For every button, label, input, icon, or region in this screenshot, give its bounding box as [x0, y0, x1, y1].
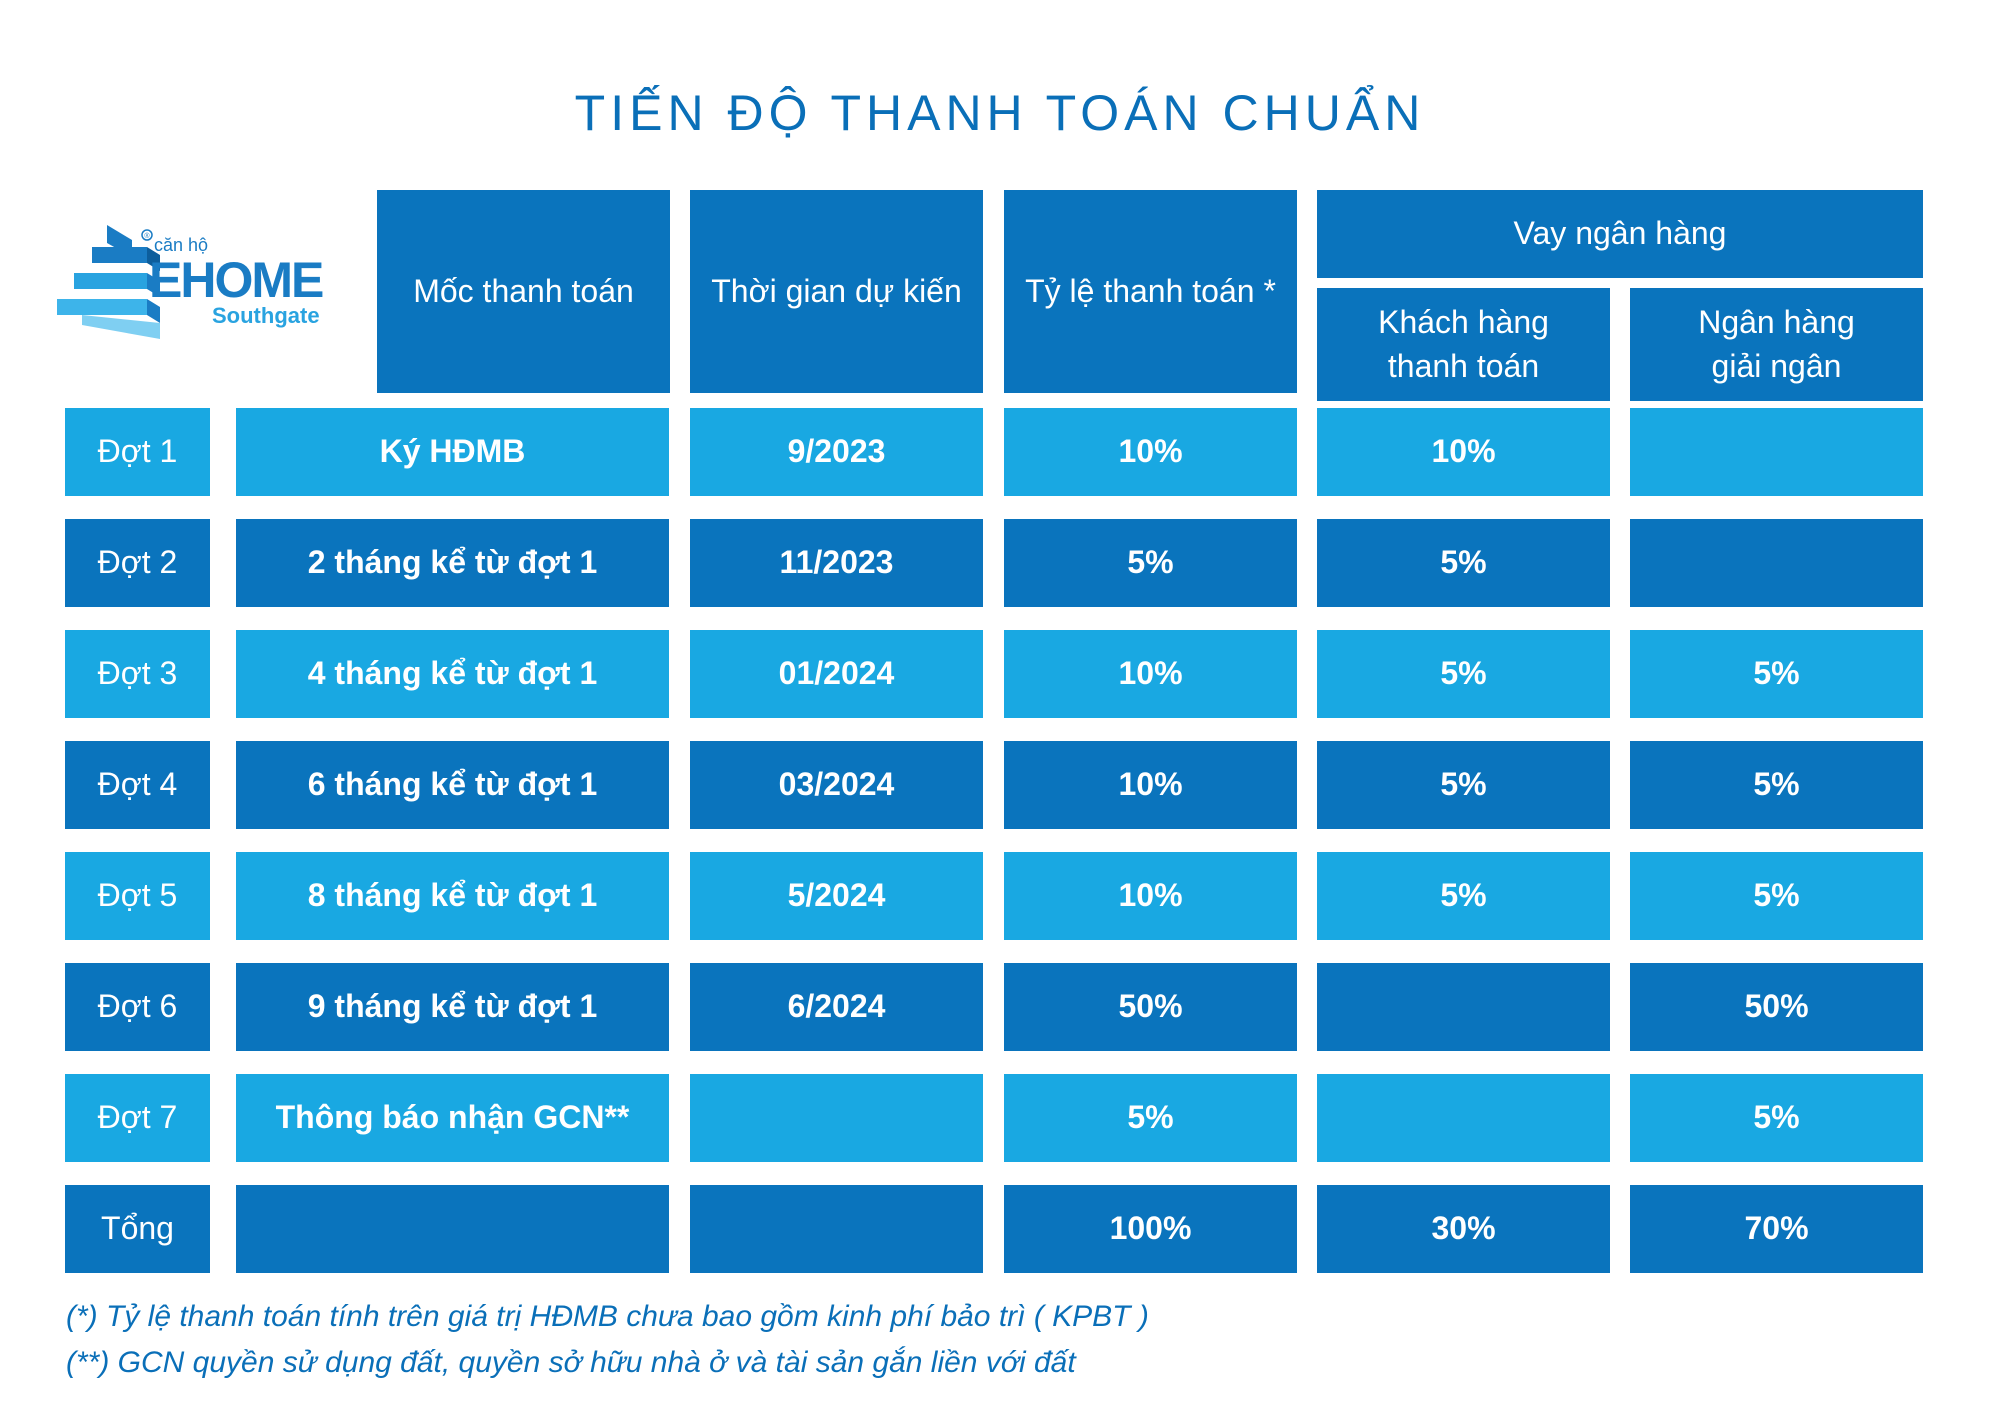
rate-cell: 10%	[1004, 630, 1297, 718]
milestone-cell: 2 tháng kể từ đợt 1	[236, 519, 669, 607]
time-cell: 9/2023	[690, 408, 983, 496]
time-cell: 03/2024	[690, 741, 983, 829]
header-bank-disburses: Ngân hàng giải ngân	[1630, 288, 1923, 401]
ehome-logo-icon: ® căn hộ EHOME Southgate	[57, 225, 325, 339]
ehome-logo: ® căn hộ EHOME Southgate	[52, 225, 362, 355]
customer-cell: 30%	[1317, 1185, 1610, 1273]
svg-text:EHOME: EHOME	[149, 252, 323, 308]
phase-cell: Đợt 5	[65, 852, 210, 940]
milestone-cell: Ký HĐMB	[236, 408, 669, 496]
header-expected-time: Thời gian dự kiến	[690, 190, 983, 393]
header-bank-loan: Vay ngân hàng	[1317, 190, 1923, 278]
rate-cell: 5%	[1004, 1074, 1297, 1162]
bank-cell: 5%	[1630, 852, 1923, 940]
rate-cell: 50%	[1004, 963, 1297, 1051]
milestone-cell	[236, 1185, 669, 1273]
header-customer-pays: Khách hàng thanh toán	[1317, 288, 1610, 401]
time-cell: 5/2024	[690, 852, 983, 940]
page-title: TIẾN ĐỘ THANH TOÁN CHUẨN	[574, 85, 1426, 141]
customer-cell: 5%	[1317, 741, 1610, 829]
phase-cell: Đợt 7	[65, 1074, 210, 1162]
milestone-cell: Thông báo nhận GCN**	[236, 1074, 669, 1162]
phase-cell: Đợt 3	[65, 630, 210, 718]
footnote-1: (*) Tỷ lệ thanh toán tính trên giá trị H…	[66, 1300, 1149, 1333]
rate-cell: 10%	[1004, 852, 1297, 940]
bank-cell	[1630, 408, 1923, 496]
header-milestone: Mốc thanh toán	[377, 190, 670, 393]
svg-text:căn hộ: căn hộ	[154, 235, 208, 255]
rate-cell: 100%	[1004, 1185, 1297, 1273]
time-cell: 01/2024	[690, 630, 983, 718]
time-cell	[690, 1074, 983, 1162]
footnote-2: (**) GCN quyền sử dụng đất, quyền sở hữu…	[66, 1346, 1076, 1379]
phase-cell: Tổng	[65, 1185, 210, 1273]
milestone-cell: 4 tháng kể từ đợt 1	[236, 630, 669, 718]
phase-cell: Đợt 6	[65, 963, 210, 1051]
svg-text:®: ®	[144, 232, 150, 240]
bank-cell: 5%	[1630, 1074, 1923, 1162]
bank-cell: 70%	[1630, 1185, 1923, 1273]
customer-cell: 5%	[1317, 519, 1610, 607]
bank-cell: 5%	[1630, 630, 1923, 718]
rate-cell: 10%	[1004, 408, 1297, 496]
phase-cell: Đợt 4	[65, 741, 210, 829]
customer-cell: 5%	[1317, 852, 1610, 940]
svg-text:Southgate: Southgate	[212, 303, 320, 328]
bank-cell: 50%	[1630, 963, 1923, 1051]
milestone-cell: 9 tháng kể từ đợt 1	[236, 963, 669, 1051]
phase-cell: Đợt 2	[65, 519, 210, 607]
rate-cell: 10%	[1004, 741, 1297, 829]
time-cell: 11/2023	[690, 519, 983, 607]
customer-cell	[1317, 963, 1610, 1051]
customer-cell: 10%	[1317, 408, 1610, 496]
customer-cell: 5%	[1317, 630, 1610, 718]
milestone-cell: 8 tháng kể từ đợt 1	[236, 852, 669, 940]
header-payment-rate: Tỷ lệ thanh toán *	[1004, 190, 1297, 393]
milestone-cell: 6 tháng kể từ đợt 1	[236, 741, 669, 829]
time-cell: 6/2024	[690, 963, 983, 1051]
time-cell	[690, 1185, 983, 1273]
customer-cell	[1317, 1074, 1610, 1162]
rate-cell: 5%	[1004, 519, 1297, 607]
phase-cell: Đợt 1	[65, 408, 210, 496]
bank-cell: 5%	[1630, 741, 1923, 829]
bank-cell	[1630, 519, 1923, 607]
